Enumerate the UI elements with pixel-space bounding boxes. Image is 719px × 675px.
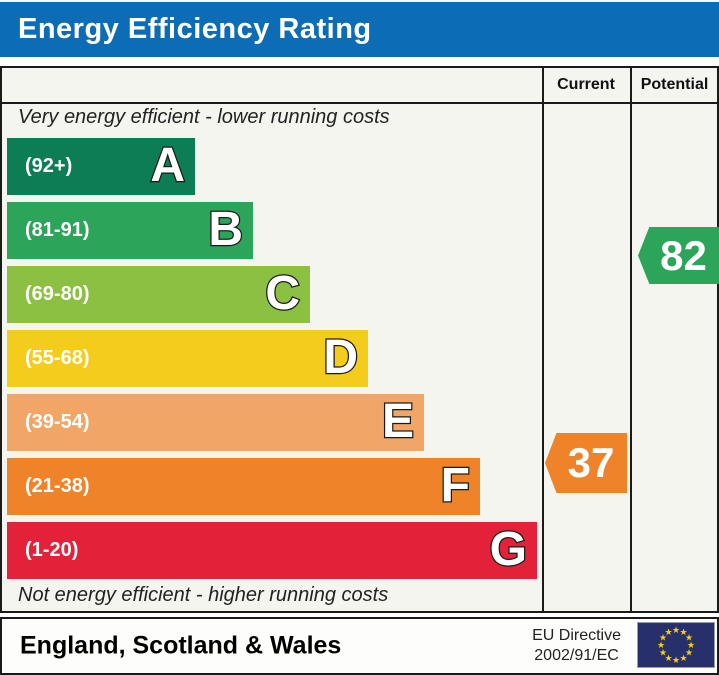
- band-letter: B: [207, 202, 244, 256]
- eu-directive-line1: EU Directive: [532, 627, 621, 644]
- band-row-f: (21-38) F: [7, 458, 480, 515]
- page-title: Energy Efficiency Rating: [18, 13, 372, 45]
- eu-flag-icon: ★ ★ ★ ★ ★ ★ ★ ★ ★ ★ ★ ★: [637, 622, 715, 668]
- band-range-label: (69-80): [25, 283, 90, 305]
- footer-bar: England, Scotland & Wales EU Directive 2…: [0, 617, 719, 675]
- band-letter: E: [381, 394, 416, 448]
- band-letter: C: [264, 266, 301, 320]
- header-divider-line: [2, 102, 717, 104]
- band-letter: F: [439, 458, 471, 512]
- band-range-label: (21-38): [25, 475, 90, 497]
- band-row-a: (92+) A: [7, 138, 195, 195]
- eu-directive-line2: 2002/91/EC: [534, 647, 619, 664]
- band-row-g: (1-20) G: [7, 522, 537, 579]
- band-range-label: (39-54): [25, 411, 90, 433]
- band-range-label: (81-91): [25, 219, 90, 241]
- band-row-d: (55-68) D: [7, 330, 368, 387]
- band-row-c: (69-80) C: [7, 266, 310, 323]
- band-letter: G: [488, 522, 528, 576]
- current-rating-value: 37: [567, 439, 615, 486]
- band-range-label: (1-20): [25, 539, 79, 561]
- eu-directive-label: EU Directive 2002/91/EC: [532, 626, 621, 666]
- band-range-label: (92+): [25, 155, 73, 177]
- column-header-potential: Potential: [640, 76, 709, 93]
- current-rating-arrow: 37: [545, 433, 627, 493]
- current-column-divider: [542, 68, 544, 611]
- band-letter: D: [322, 330, 359, 384]
- band-letter: A: [149, 138, 186, 192]
- band-range-label: (55-68): [25, 347, 90, 369]
- bottom-caption: Not energy efficient - higher running co…: [18, 584, 389, 606]
- region-label: England, Scotland & Wales: [20, 631, 342, 660]
- band-row-e: (39-54) E: [7, 394, 424, 451]
- rating-table: Current Potential Very energy efficient …: [0, 66, 719, 613]
- title-bar: Energy Efficiency Rating: [0, 2, 719, 57]
- potential-column-divider: [630, 68, 632, 611]
- band-row-b: (81-91) B: [7, 202, 253, 259]
- column-header-current: Current: [557, 76, 615, 93]
- top-caption: Very energy efficient - lower running co…: [18, 106, 390, 128]
- potential-rating-value: 82: [660, 231, 707, 279]
- potential-rating-arrow: 82: [638, 227, 719, 284]
